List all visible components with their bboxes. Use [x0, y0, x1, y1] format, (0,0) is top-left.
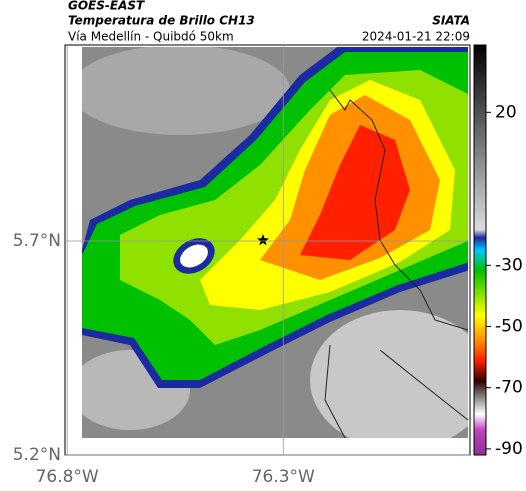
lat-tick-label: 5.2°N	[13, 445, 61, 465]
source: SIATA	[432, 14, 470, 28]
imagery	[82, 47, 468, 438]
colorbar-tick-label: -90	[495, 439, 523, 459]
lon-tick-label: 76.8°W	[36, 467, 99, 487]
city-marker	[257, 234, 269, 246]
colorbar-tick-label: 20	[495, 102, 517, 122]
datetime: 2024-01-21 22:09	[362, 30, 470, 44]
subtitle: Temperatura de Brillo CH13	[68, 14, 255, 28]
colorbar-tick-label: -30	[495, 255, 523, 275]
title: GOES-EAST	[68, 0, 145, 13]
lon-tick-label: 76.3°W	[252, 467, 315, 487]
colorbar	[473, 44, 487, 456]
colorbar-tick-label: -70	[495, 378, 523, 398]
lat-tick-label: 5.7°N	[13, 231, 61, 251]
colorbar-tick-label: -50	[495, 316, 523, 336]
location: Vía Medellín - Quibdó 50km	[68, 30, 234, 44]
